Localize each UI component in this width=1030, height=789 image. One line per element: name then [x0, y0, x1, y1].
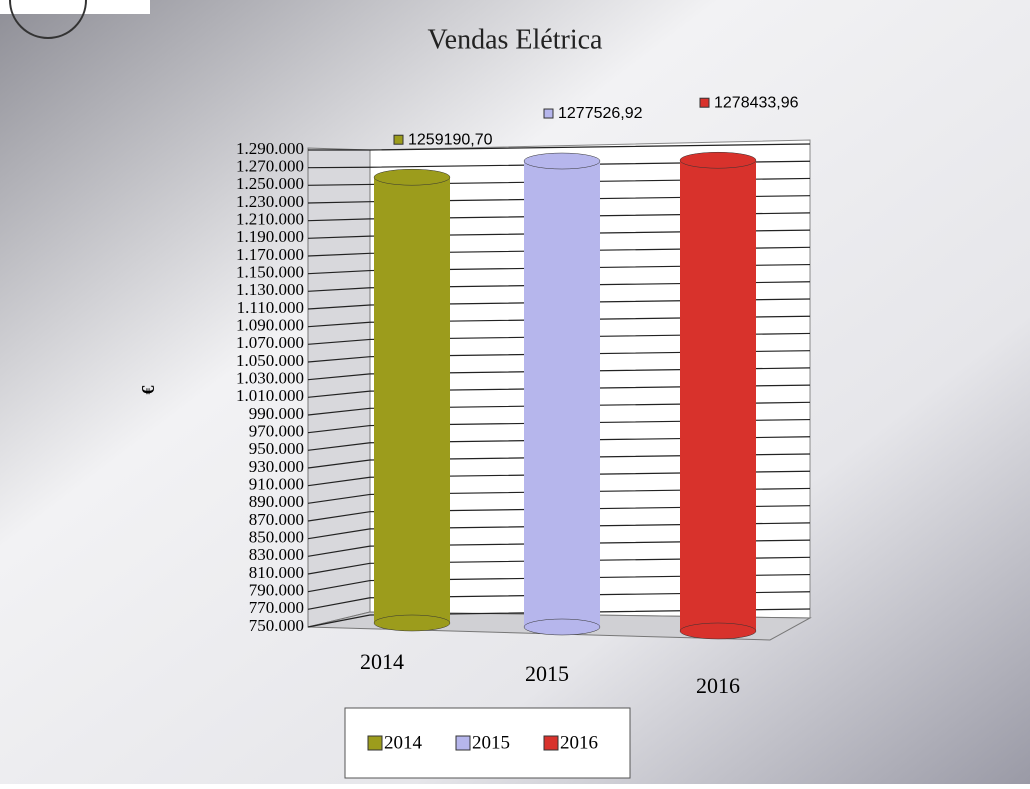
grid-line	[307, 367, 811, 381]
y-tick-label: 1.190.000	[236, 227, 304, 246]
bar-shade	[680, 160, 756, 631]
y-tick-label: 890.000	[249, 492, 304, 511]
y-tick-label: 1.270.000	[236, 157, 304, 176]
grid-line	[307, 298, 811, 310]
value-label-marker	[699, 97, 710, 108]
bar-top	[679, 151, 757, 169]
y-tick-label: 1.010.000	[236, 386, 304, 405]
grid-line	[307, 263, 811, 275]
y-tick-label: 990.000	[249, 404, 304, 423]
bar-shade	[524, 161, 600, 627]
y-tick-label: 1.250.000	[236, 174, 304, 193]
grid-line	[307, 315, 811, 328]
y-tick-label: 1.230.000	[236, 192, 304, 211]
y-tick-label: 810.000	[249, 563, 304, 582]
grid-line	[307, 212, 811, 222]
y-tick-label: 1.090.000	[236, 316, 304, 335]
y-tick-label: 870.000	[249, 510, 304, 529]
y-tick-label: 950.000	[249, 439, 304, 458]
grid-line	[307, 505, 811, 522]
grid-line	[307, 487, 811, 504]
grid-line	[307, 470, 811, 487]
value-label: 1277526,92	[558, 105, 643, 122]
x-tick-label: 2015	[525, 661, 569, 686]
grid-line	[307, 384, 811, 398]
chart-title: Vendas Elétrica	[428, 24, 603, 55]
value-label: 1259190,70	[408, 131, 493, 148]
y-tick-label: 1.210.000	[236, 210, 304, 229]
bar-top	[523, 152, 601, 170]
grid-line	[307, 608, 811, 628]
y-tick-label: 1.290.000	[236, 139, 304, 158]
y-tick-label: 930.000	[249, 457, 304, 476]
grid-line	[307, 556, 811, 575]
legend-swatch	[367, 735, 383, 751]
x-tick-label: 2016	[696, 673, 740, 698]
bar-bottom	[679, 622, 757, 640]
grid-line	[307, 418, 811, 434]
legend-swatch	[455, 735, 471, 751]
grid-line	[307, 195, 811, 204]
y-tick-label: 850.000	[249, 528, 304, 547]
y-tick-label: 1.170.000	[236, 245, 304, 264]
grid-line	[307, 573, 811, 593]
grid-line	[307, 229, 811, 239]
bar-bottom	[373, 614, 451, 632]
logo-area	[0, 0, 150, 14]
y-tick-label: 1.070.000	[236, 333, 304, 352]
bar-top	[373, 168, 451, 186]
y-tick-label: 970.000	[249, 422, 304, 441]
grid-line	[307, 401, 811, 416]
y-tick-label: 770.000	[249, 598, 304, 617]
legend-label: 2015	[472, 732, 510, 753]
grid-line	[307, 436, 811, 451]
bar-bottom	[523, 618, 601, 636]
grid-line	[307, 522, 811, 540]
grid-line	[307, 591, 811, 610]
grid-line	[307, 332, 811, 345]
y-tick-label: 750.000	[249, 616, 304, 635]
value-label-marker	[393, 134, 404, 145]
grid-line	[307, 539, 811, 557]
x-tick-label: 2014	[360, 649, 404, 674]
value-label: 1278433,96	[714, 94, 799, 111]
grid-line	[307, 453, 811, 469]
logo	[9, 0, 87, 39]
legend	[344, 707, 631, 779]
y-tick-label: 1.030.000	[236, 369, 304, 388]
grid-line	[307, 350, 811, 363]
grid-line	[307, 160, 811, 169]
legend-label: 2014	[384, 732, 423, 753]
grid-line	[307, 177, 811, 186]
y-tick-label: 1.050.000	[236, 351, 304, 370]
y-tick-label: 790.000	[249, 581, 304, 600]
legend-swatch	[543, 735, 559, 751]
legend-label: 2016	[560, 732, 598, 753]
grid-line	[307, 281, 811, 292]
value-label-marker	[543, 108, 554, 119]
y-tick-label: 910.000	[249, 475, 304, 494]
y-axis-label: €	[138, 386, 158, 395]
y-tick-label: 1.150.000	[236, 263, 304, 282]
y-tick-label: 1.130.000	[236, 280, 304, 299]
grid-line	[307, 246, 811, 257]
grid-line	[308, 143, 811, 151]
bar-shade	[374, 177, 450, 623]
y-tick-label: 1.110.000	[237, 298, 304, 317]
y-tick-label: 830.000	[249, 545, 304, 564]
